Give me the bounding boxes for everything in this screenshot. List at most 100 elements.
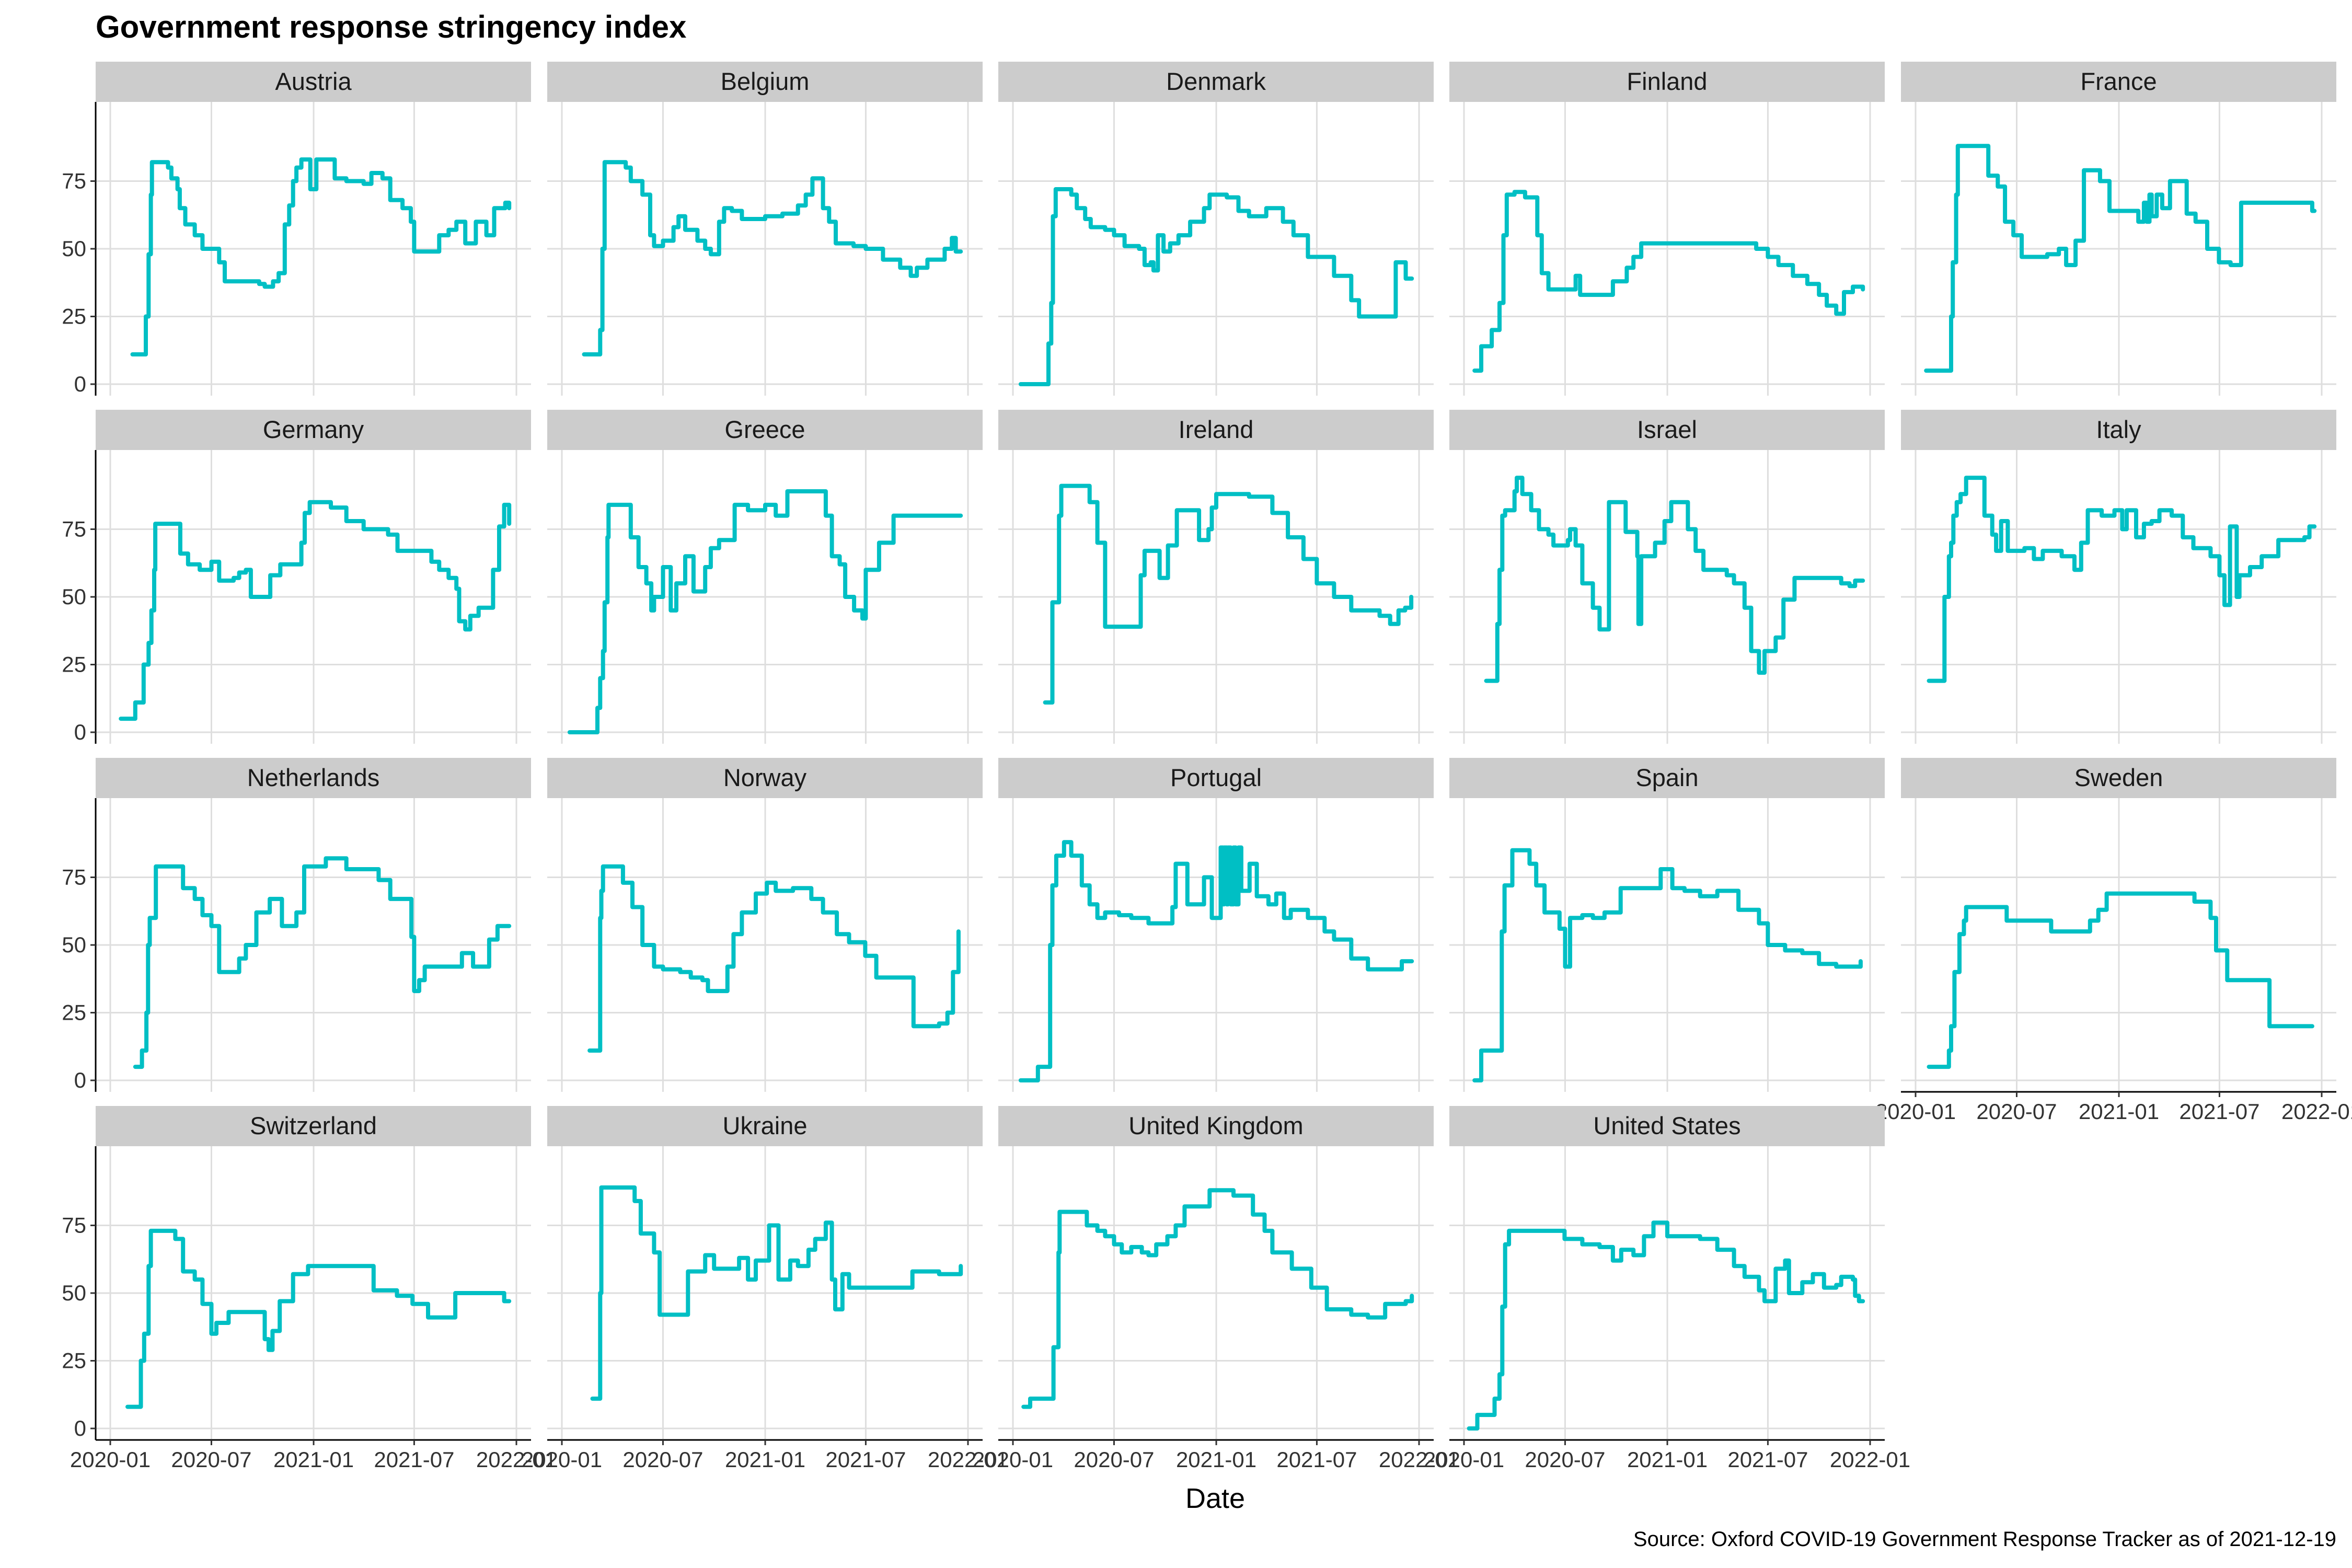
strip-germany [96, 410, 531, 450]
strip-label: Spain [1635, 764, 1698, 791]
strip-italy [1901, 410, 2336, 450]
series-line-switzerland [125, 1228, 512, 1409]
x-tick-label: 2021-01 [725, 1447, 805, 1472]
strip-france [1901, 62, 2336, 102]
x-tick-label: 2021-01 [273, 1447, 354, 1472]
series-line-italy [1927, 476, 2317, 683]
panel-ireland: Ireland [998, 410, 1434, 744]
strip-label: Israel [1637, 416, 1697, 443]
strip-label: United Kingdom [1128, 1112, 1303, 1139]
panel-austria: Austria 0 25 50 75 [62, 62, 531, 396]
panel-netherlands: Netherlands 0 25 50 75 [62, 758, 531, 1092]
y-tick-label: 75 [62, 1213, 86, 1238]
panel-ukraine: Ukraine 2020-01 2020-07 2021-01 2021-07 2022-… [522, 1106, 1008, 1472]
panel-norway: Norway [547, 758, 983, 1092]
strip-label: Greece [724, 416, 805, 443]
panel-belgium: Belgium [547, 62, 983, 396]
x-tick-label: 2022-01 [476, 1447, 557, 1472]
x-tick-label: 2022-01 [1830, 1447, 1910, 1472]
series-line-spain [1472, 848, 1863, 1082]
series-line-united-kingdom [1021, 1188, 1414, 1409]
strip-spain [1449, 758, 1885, 798]
x-tick-label: 2021-07 [1727, 1447, 1808, 1472]
strip-label: Portugal [1170, 764, 1262, 791]
x-tick-label: 2020-07 [1525, 1447, 1605, 1472]
y-tick-label: 50 [62, 584, 86, 609]
strip-label: Austria [275, 67, 352, 95]
panel-france: France [1901, 62, 2336, 396]
strip-label: Denmark [1166, 67, 1266, 95]
series-line-israel [1484, 476, 1865, 683]
series-line-france [1924, 144, 2317, 373]
strip-denmark [998, 62, 1434, 102]
strip-label: Germany [263, 416, 364, 443]
strip-label: Norway [723, 764, 807, 791]
x-tick-label: 2020-01 [973, 1447, 1053, 1472]
y-tick-label: 50 [62, 932, 86, 957]
y-tick-label: 25 [62, 304, 86, 329]
panel-united-states: United States 2020-01 2020-07 2021-01 2021-0… [1424, 1106, 1910, 1472]
strip-israel [1449, 410, 1885, 450]
strip-norway [547, 758, 983, 798]
series-line-portugal [1018, 840, 1414, 1082]
y-tick-label: 75 [62, 169, 86, 193]
strip-ireland [998, 410, 1434, 450]
panel-italy: Italy [1901, 410, 2336, 744]
x-tick-label: 2020-07 [622, 1447, 703, 1472]
y-tick-label: 75 [62, 517, 86, 541]
x-tick-label: 2022-01 [1379, 1447, 1459, 1472]
strip-label: Finland [1627, 67, 1707, 95]
panel-israel: Israel [1449, 410, 1885, 744]
series-line-sweden [1927, 891, 2314, 1069]
x-tick-label: 2022-01 [928, 1447, 1008, 1472]
x-tick-label: 2021-07 [374, 1447, 454, 1472]
y-tick-label: 25 [62, 1000, 86, 1025]
y-tick-label: 0 [74, 720, 86, 744]
panel-finland: Finland [1449, 62, 1885, 396]
series-line-austria [130, 157, 512, 356]
x-tick-label: 2020-07 [1976, 1099, 2057, 1124]
y-tick-label: 75 [62, 865, 86, 890]
series-line-united-states [1467, 1220, 1865, 1431]
strip-sweden [1901, 758, 2336, 798]
strip-label: Netherlands [247, 764, 379, 791]
strip-belgium [547, 62, 983, 102]
panel-sweden: Sweden 2020-01 2020-07 2021-01 2021-07 2022-0… [1875, 758, 2352, 1124]
x-tick-label: 2021-01 [2079, 1099, 2159, 1124]
series-line-ireland [1043, 483, 1414, 705]
x-tick-label: 2020-01 [522, 1447, 602, 1472]
x-tick-label: 2020-07 [1074, 1447, 1154, 1472]
series-line-ukraine [590, 1185, 963, 1401]
y-tick-label: 25 [62, 652, 86, 677]
strip-switzerland [96, 1106, 531, 1146]
x-tick-label: 2020-01 [1875, 1099, 1956, 1124]
y-tick-label: 0 [74, 1068, 86, 1092]
panel-greece: Greece [547, 410, 983, 744]
strip-label: Italy [2096, 416, 2141, 443]
panels-group: Austria 0 25 50 75 Belgium Denmark Finland Franc… [62, 62, 2352, 1472]
series-line-denmark [1018, 187, 1414, 386]
strip-label: Ukraine [723, 1112, 808, 1139]
series-line-greece [567, 489, 963, 734]
strip-united-states [1449, 1106, 1885, 1146]
series-line-finland [1472, 190, 1865, 373]
strip-finland [1449, 62, 1885, 102]
strip-label: United States [1593, 1112, 1740, 1139]
series-line-germany [119, 500, 512, 721]
y-tick-label: 50 [62, 1281, 86, 1305]
panel-germany: Germany 0 25 50 75 [62, 410, 531, 744]
y-tick-label: 25 [62, 1348, 86, 1373]
x-tick-label: 2020-01 [70, 1447, 151, 1472]
panel-united-kingdom: United Kingdom 2020-01 2020-07 2021-01 2021-… [973, 1106, 1459, 1472]
strip-netherlands [96, 758, 531, 798]
strip-label: Ireland [1179, 416, 1254, 443]
y-tick-label: 0 [74, 1416, 86, 1440]
strip-austria [96, 62, 531, 102]
y-tick-label: 0 [74, 372, 86, 396]
strip-label: Sweden [2074, 764, 2163, 791]
y-tick-label: 50 [62, 236, 86, 261]
panel-denmark: Denmark [998, 62, 1434, 396]
x-tick-label: 2020-07 [171, 1447, 251, 1472]
chart-title: Government response stringency index [96, 9, 686, 44]
